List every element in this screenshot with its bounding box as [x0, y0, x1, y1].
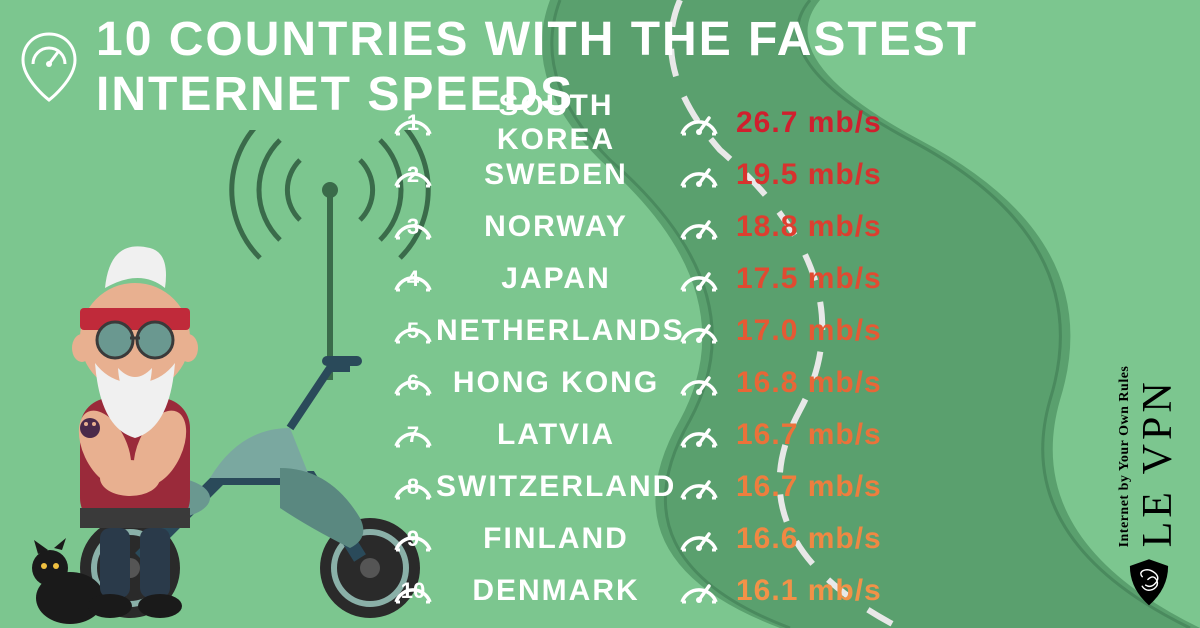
speed-value: 17.5 mb/s — [736, 262, 882, 296]
country-row: 5 NETHERLANDS 17.0 mb/s — [390, 308, 882, 354]
speed-value: 16.8 mb/s — [736, 366, 882, 400]
country-name: FINLAND — [436, 522, 676, 556]
gauge-icon — [676, 312, 722, 350]
country-row: 8 SWITZERLAND 16.7 mb/s — [390, 464, 882, 510]
country-name: HONG KONG — [436, 366, 676, 400]
country-name: NORWAY — [436, 210, 676, 244]
country-row: 9 FINLAND 16.6 mb/s — [390, 516, 882, 562]
rank-badge: 4 — [390, 260, 436, 298]
country-name: JAPAN — [436, 262, 676, 296]
gauge-icon — [676, 520, 722, 558]
speed-value: 18.8 mb/s — [736, 210, 882, 244]
country-name: SWEDEN — [436, 158, 676, 192]
rank-badge: 1 — [390, 104, 436, 142]
speed-value: 16.7 mb/s — [736, 470, 882, 504]
country-row: 3 NORWAY 18.8 mb/s — [390, 204, 882, 250]
speed-pin-icon — [20, 32, 78, 102]
speed-value: 17.0 mb/s — [736, 314, 882, 348]
rank-number: 3 — [390, 214, 436, 240]
speed-value: 16.6 mb/s — [736, 522, 882, 556]
rank-number: 4 — [390, 266, 436, 292]
rank-number: 7 — [390, 422, 436, 448]
speed-value: 26.7 mb/s — [736, 106, 882, 140]
country-name: NETHERLANDS — [436, 314, 676, 348]
brand-text: Internet by Your Own Rules LE VPN — [1116, 348, 1182, 547]
brand-block: Internet by Your Own Rules LE VPN — [1104, 348, 1194, 608]
rank-badge: 10 — [390, 572, 436, 610]
rank-number: 2 — [390, 162, 436, 188]
speed-value: 16.1 mb/s — [736, 574, 882, 608]
gauge-icon — [676, 208, 722, 246]
brand-name: LE VPN — [1135, 378, 1181, 547]
country-row: 7 LATVIA 16.7 mb/s — [390, 412, 882, 458]
rank-badge: 5 — [390, 312, 436, 350]
rank-number: 5 — [390, 318, 436, 344]
gauge-icon — [676, 468, 722, 506]
rank-number: 1 — [390, 110, 436, 136]
rank-badge: 6 — [390, 364, 436, 402]
rank-badge: 8 — [390, 468, 436, 506]
country-name: SWITZERLAND — [436, 470, 676, 504]
rank-badge: 9 — [390, 520, 436, 558]
country-row: 1 SOUTH KOREA 26.7 mb/s — [390, 100, 882, 146]
country-row: 4 JAPAN 17.5 mb/s — [390, 256, 882, 302]
gauge-icon — [676, 260, 722, 298]
brand-tagline: Internet by Your Own Rules — [1117, 366, 1132, 548]
country-row: 6 HONG KONG 16.8 mb/s — [390, 360, 882, 406]
country-row: 2 SWEDEN 19.5 mb/s — [390, 152, 882, 198]
country-name: SOUTH KOREA — [436, 89, 676, 157]
speed-value: 19.5 mb/s — [736, 158, 882, 192]
rank-number: 6 — [390, 370, 436, 396]
gauge-icon — [676, 416, 722, 454]
gauge-icon — [676, 156, 722, 194]
rank-number: 10 — [390, 578, 436, 604]
country-row: 10 DENMARK 16.1 mb/s — [390, 568, 882, 614]
country-list: 1 SOUTH KOREA 26.7 mb/s 2 SWEDEN 19.5 mb… — [390, 100, 882, 614]
biker-illustration — [10, 168, 450, 628]
country-name: LATVIA — [436, 418, 676, 452]
rank-badge: 3 — [390, 208, 436, 246]
rank-number: 8 — [390, 474, 436, 500]
gauge-icon — [676, 572, 722, 610]
rank-number: 9 — [390, 526, 436, 552]
rank-badge: 7 — [390, 416, 436, 454]
gauge-icon — [676, 104, 722, 142]
rank-badge: 2 — [390, 156, 436, 194]
country-name: DENMARK — [436, 574, 676, 608]
shield-icon — [1109, 557, 1189, 608]
speed-value: 16.7 mb/s — [736, 418, 882, 452]
gauge-icon — [676, 364, 722, 402]
